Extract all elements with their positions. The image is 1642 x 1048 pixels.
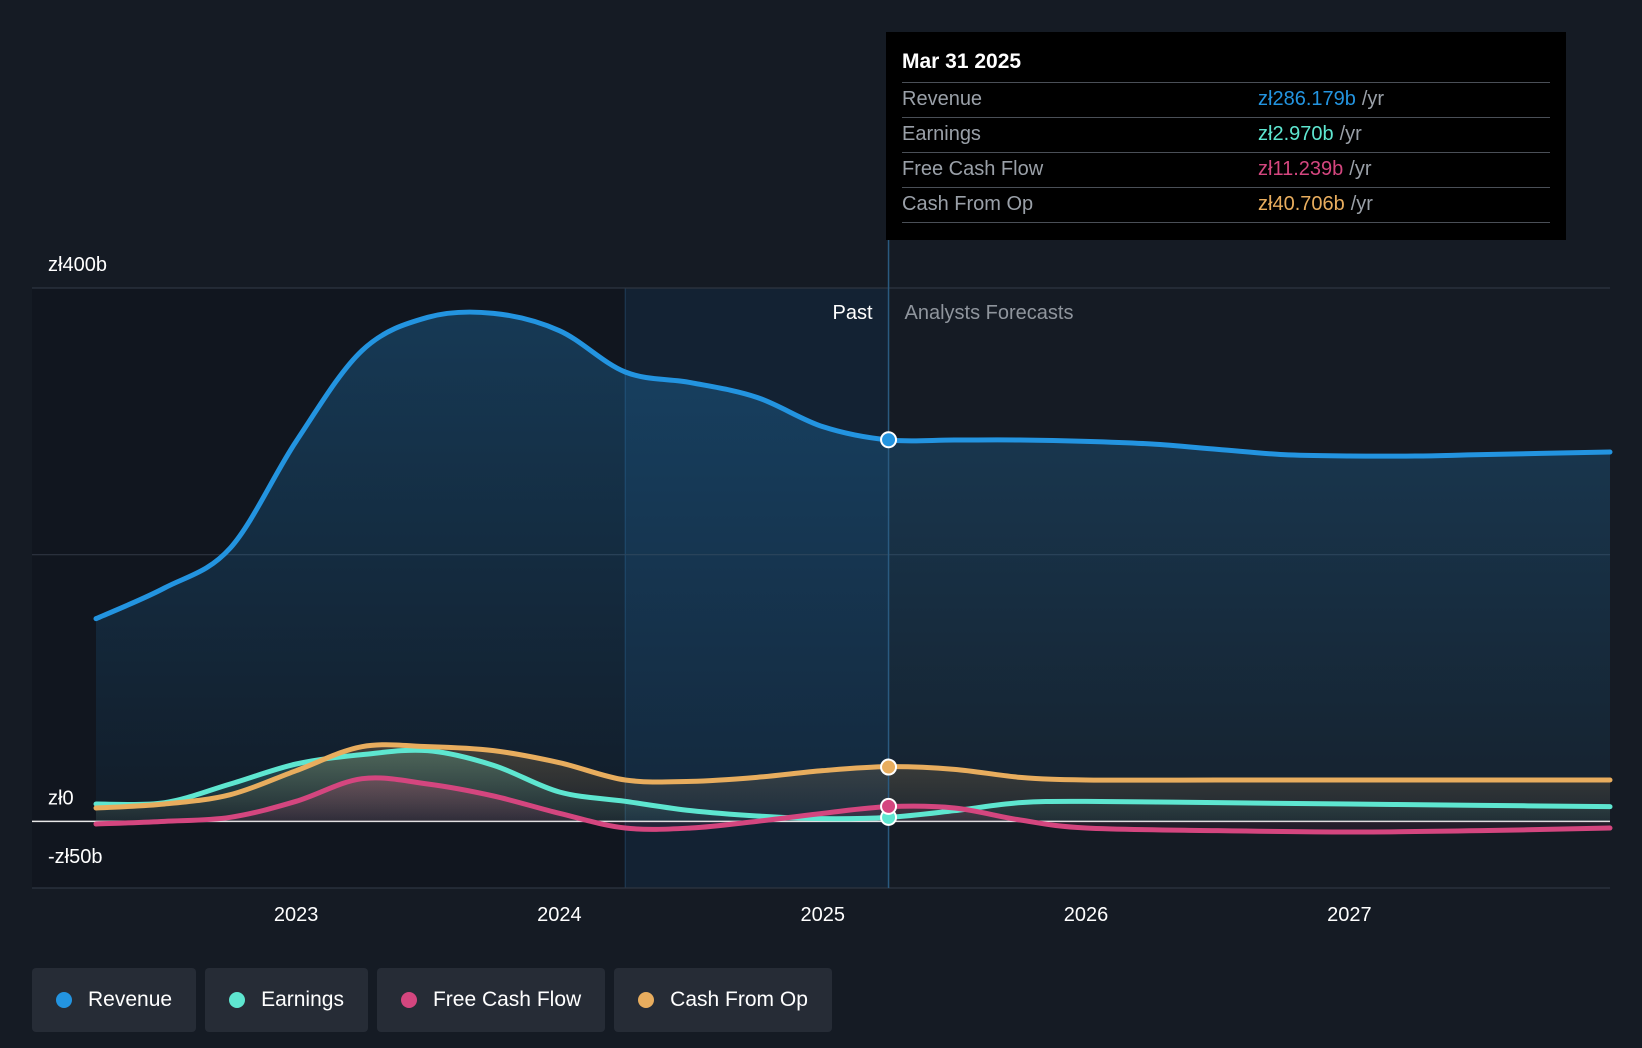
earnings-dot-icon [229, 992, 246, 1008]
revenue-area [96, 311, 1610, 822]
legend: Revenue Earnings Free Cash Flow Cash Fro… [32, 968, 841, 1032]
tooltip-unit: /yr [1349, 158, 1372, 180]
x-tick-label: 2024 [537, 904, 582, 926]
tooltip-date: Mar 31 2025 [902, 50, 1022, 73]
tooltip-value: zł40.706b [1258, 193, 1345, 215]
legend-item-earnings[interactable]: Earnings [205, 968, 368, 1032]
tooltip-unit: /yr [1339, 123, 1362, 145]
tooltip-value: zł2.970b [1258, 123, 1334, 145]
free-cash-flow-dot-icon [400, 992, 417, 1008]
tooltip-row-cash-from-op: Cash From Op zł40.706b /yr [902, 187, 1550, 223]
y-axis: zł400b zł0 -zł50b [48, 254, 107, 868]
legend-label: Revenue [88, 988, 173, 1011]
legend-item-cash-from-op[interactable]: Cash From Op [614, 968, 832, 1032]
free_cash_flow-line [93, 775, 1613, 835]
revenue-dot-icon [56, 992, 72, 1008]
y-tick-label: -zł50b [48, 846, 102, 868]
tooltip-row-earnings: Earnings zł2.970b /yr [902, 117, 1550, 152]
y-tick-label: zł400b [48, 254, 107, 276]
x-tick-label: 2023 [274, 904, 319, 926]
tooltip-row-revenue: Revenue zł286.179b /yr [902, 82, 1550, 117]
cash_from_op-line [93, 742, 1613, 811]
legend-item-revenue[interactable]: Revenue [32, 968, 197, 1032]
x-tick-label: 2026 [1064, 904, 1109, 926]
cash_from_op-marker [880, 758, 898, 776]
tooltip-label: Cash From Op [902, 193, 1034, 215]
x-tick-label: 2025 [800, 904, 845, 926]
revenue-marker [880, 431, 898, 449]
x-axis: 2023 2024 2025 2026 2027 [274, 904, 1372, 926]
cash-from-op-dot-icon [638, 992, 655, 1008]
legend-label: Earnings [261, 988, 344, 1011]
series-lines [93, 309, 1613, 835]
tooltip-unit: /yr [1361, 88, 1385, 110]
legend-label: Free Cash Flow [432, 988, 582, 1011]
tooltip: Mar 31 2025 Revenue zł286.179b /yr Earni… [886, 32, 1566, 240]
hover-markers [880, 431, 898, 826]
tooltip-row-free-cash-flow: Free Cash Flow zł11.239b /yr [902, 152, 1550, 187]
tooltip-label: Earnings [902, 123, 981, 145]
revenue-line [93, 309, 1613, 622]
x-tick-label: 2027 [1327, 904, 1372, 926]
tooltip-label: Revenue [902, 88, 983, 110]
legend-item-free-cash-flow[interactable]: Free Cash Flow [376, 968, 606, 1032]
past-label: Past [833, 302, 873, 324]
free_cash_flow-marker [880, 797, 898, 815]
forecast-label: Analysts Forecasts [905, 302, 1074, 324]
tooltip-value: zł286.179b [1258, 88, 1356, 110]
tooltip-unit: /yr [1350, 193, 1373, 215]
y-tick-label: zł0 [48, 787, 74, 809]
tooltip-label: Free Cash Flow [902, 158, 1044, 180]
tooltip-value: zł11.239b [1258, 158, 1344, 180]
legend-label: Cash From Op [670, 988, 808, 1011]
